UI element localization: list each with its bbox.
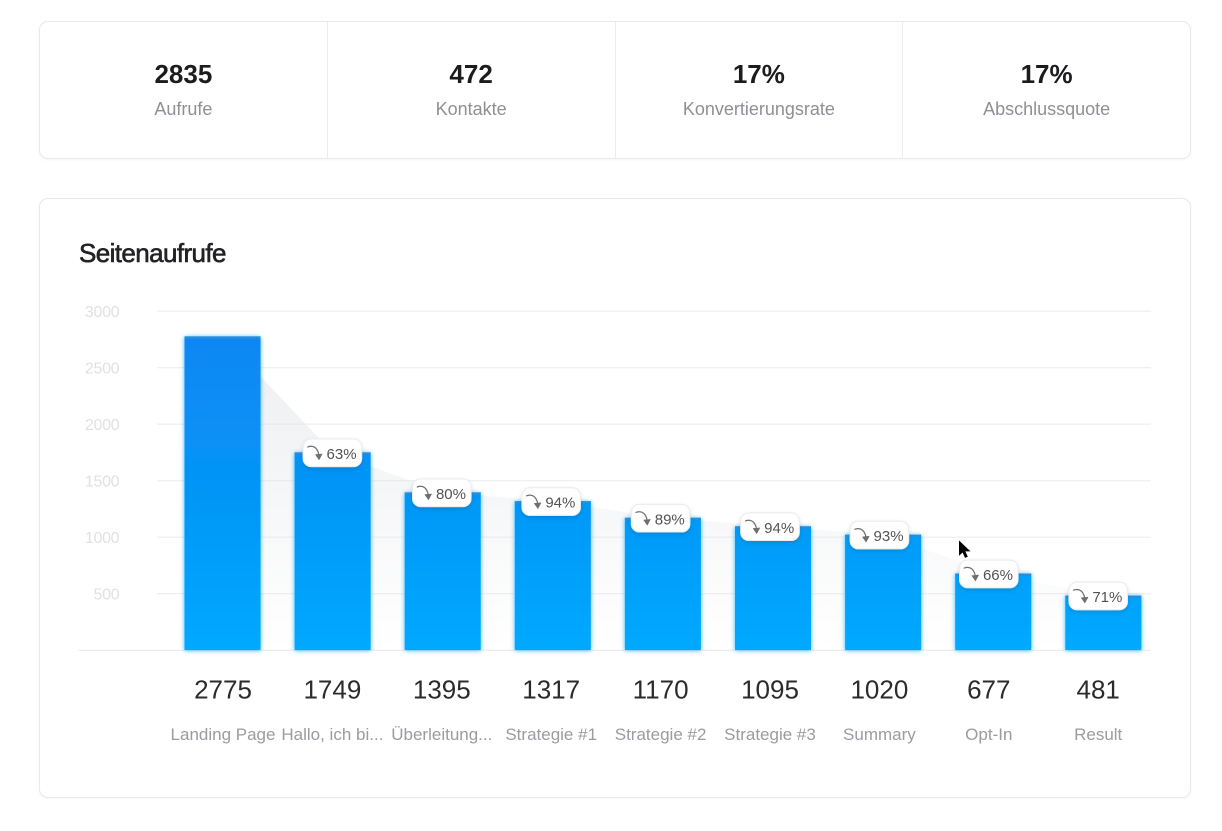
svg-text:1020: 1020 (850, 675, 908, 705)
svg-text:3000: 3000 (85, 304, 120, 321)
svg-text:Opt-In: Opt-In (965, 725, 1012, 744)
svg-text:94%: 94% (764, 520, 794, 537)
svg-text:Strategie #3: Strategie #3 (724, 725, 816, 744)
svg-text:Strategie #2: Strategie #2 (615, 725, 707, 744)
svg-text:1749: 1749 (303, 675, 361, 705)
svg-text:2000: 2000 (85, 417, 120, 434)
svg-text:1000: 1000 (85, 530, 120, 547)
svg-text:80%: 80% (436, 486, 466, 503)
svg-text:Summary: Summary (843, 725, 916, 744)
svg-text:63%: 63% (327, 446, 357, 463)
svg-text:481: 481 (1077, 675, 1120, 705)
svg-text:1095: 1095 (741, 675, 799, 705)
svg-text:677: 677 (967, 675, 1010, 705)
svg-text:1395: 1395 (413, 675, 471, 705)
svg-text:89%: 89% (655, 511, 685, 528)
svg-text:500: 500 (94, 586, 120, 603)
svg-text:93%: 93% (874, 528, 904, 545)
svg-text:94%: 94% (545, 495, 575, 512)
svg-text:2775: 2775 (194, 675, 252, 705)
svg-text:Hallo, ich bi...: Hallo, ich bi... (281, 725, 383, 744)
svg-text:1317: 1317 (522, 675, 580, 705)
svg-text:1500: 1500 (85, 473, 120, 490)
svg-text:Strategie #1: Strategie #1 (505, 725, 597, 744)
svg-text:66%: 66% (983, 567, 1013, 584)
svg-text:71%: 71% (1092, 589, 1122, 606)
svg-text:1170: 1170 (633, 675, 689, 705)
svg-text:2500: 2500 (85, 360, 120, 377)
svg-text:Landing Page: Landing Page (171, 725, 276, 744)
svg-text:Result: Result (1074, 725, 1122, 744)
svg-text:Überleitung...: Überleitung... (391, 725, 492, 744)
